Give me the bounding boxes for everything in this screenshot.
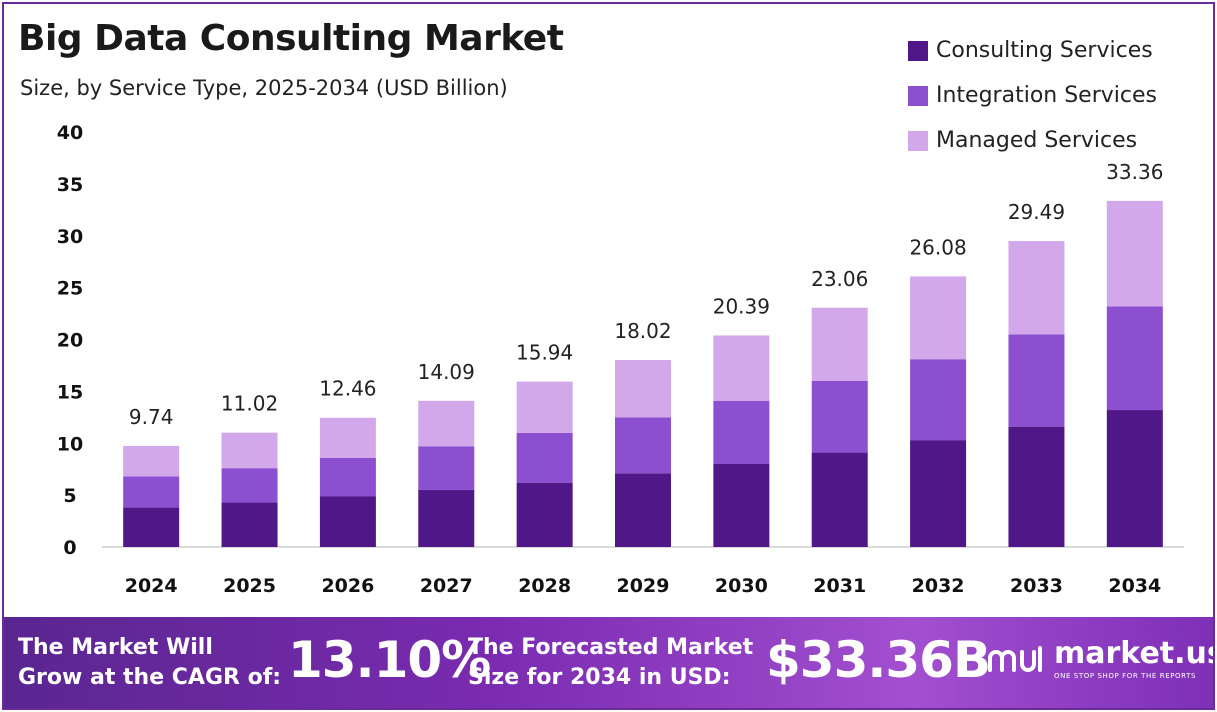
x-tick-label: 2030 — [715, 575, 768, 597]
x-tick-label: 2032 — [912, 575, 965, 597]
cagr-value: 13.10% — [288, 631, 491, 689]
bar-total-label: 29.49 — [1008, 200, 1065, 224]
brand-logo[interactable]: market.us ONE STOP SHOP FOR THE REPORTS — [986, 636, 1215, 680]
chart-title: Big Data Consulting Market — [18, 18, 564, 59]
bar-total-label: 9.74 — [129, 405, 174, 429]
cagr-caption-line1: The Market Will — [18, 635, 213, 660]
bar-segment-integration — [1106, 306, 1163, 411]
brand-tagline: ONE STOP SHOP FOR THE REPORTS — [1054, 672, 1197, 680]
x-tick-label: 2029 — [617, 575, 670, 597]
bar-segment-consulting — [516, 482, 573, 547]
forecast-caption: The Forecasted Market Size for 2034 in U… — [468, 633, 753, 693]
x-tick-label: 2031 — [813, 575, 866, 597]
bar-segment-managed — [221, 432, 278, 469]
bar-segment-managed — [123, 445, 180, 477]
forecast-caption-line2: Size for 2034 in USD: — [468, 665, 731, 690]
bar-segment-consulting — [418, 489, 475, 547]
bar-segment-consulting — [1008, 426, 1065, 547]
bar-total-label: 14.09 — [418, 360, 475, 384]
stacked-bar-chart: 05101520253035409.74202411.02202512.4620… — [57, 122, 1184, 597]
legend-item-managed: Managed Services — [908, 118, 1157, 163]
legend-swatch-consulting — [908, 40, 928, 61]
bar-segment-integration — [910, 359, 967, 441]
bar-segment-managed — [1106, 200, 1163, 307]
bar-segment-integration — [221, 468, 278, 503]
bar-segment-integration — [615, 417, 671, 474]
forecast-value: $33.36B — [766, 631, 991, 689]
bar-segment-managed — [615, 360, 671, 418]
bar-segment-integration — [319, 457, 376, 497]
x-tick-label: 2024 — [125, 575, 178, 597]
y-tick-label: 25 — [57, 278, 83, 300]
bar-segment-integration — [123, 476, 180, 508]
bar-segment-managed — [910, 276, 967, 360]
bar-segment-consulting — [615, 473, 671, 547]
bar-segment-managed — [1008, 241, 1065, 335]
bar-segment-integration — [418, 446, 475, 490]
bar-segment-consulting — [319, 496, 376, 547]
x-tick-label: 2025 — [223, 575, 276, 597]
bar-segment-consulting — [1106, 410, 1163, 547]
legend-item-integration: Integration Services — [908, 73, 1157, 118]
bar-segment-managed — [811, 307, 868, 381]
bar-segment-managed — [319, 417, 376, 458]
bar-total-label: 11.02 — [221, 392, 278, 416]
bar-segment-consulting — [811, 452, 868, 547]
legend-label-consulting: Consulting Services — [936, 38, 1153, 63]
bar-segment-integration — [1008, 334, 1065, 427]
x-tick-label: 2034 — [1108, 575, 1161, 597]
bar-segment-managed — [516, 381, 573, 433]
bar-segment-consulting — [910, 440, 967, 547]
bar-segment-integration — [811, 381, 868, 453]
bar-segment-consulting — [221, 502, 278, 547]
market-us-logo-icon — [988, 645, 1042, 672]
chart-subtitle: Size, by Service Type, 2025-2034 (USD Bi… — [20, 76, 508, 100]
y-tick-label: 30 — [57, 226, 83, 248]
x-tick-label: 2027 — [420, 575, 473, 597]
bar-total-label: 26.08 — [909, 235, 966, 259]
forecast-caption-line1: The Forecasted Market — [468, 635, 754, 660]
legend-label-integration: Integration Services — [936, 83, 1157, 108]
bar-total-label: 23.06 — [811, 267, 868, 291]
bar-segment-managed — [713, 335, 770, 401]
bar-total-label: 15.94 — [516, 341, 573, 365]
bar-segment-consulting — [713, 464, 770, 547]
bar-segment-managed — [418, 400, 475, 447]
legend-swatch-integration — [908, 85, 928, 106]
y-tick-label: 0 — [63, 537, 76, 559]
bar-total-label: 18.02 — [614, 319, 671, 343]
bar-segment-consulting — [123, 507, 180, 547]
legend-item-consulting: Consulting Services — [908, 28, 1157, 73]
summary-banner: The Market Will Grow at the CAGR of: 13.… — [4, 617, 1215, 708]
y-tick-label: 20 — [57, 330, 83, 352]
legend-label-managed: Managed Services — [936, 128, 1138, 153]
x-tick-label: 2028 — [518, 575, 571, 597]
cagr-caption-line2: Grow at the CAGR of: — [18, 665, 282, 690]
y-tick-label: 15 — [57, 381, 83, 403]
y-tick-label: 5 — [63, 485, 76, 507]
y-tick-label: 40 — [57, 122, 83, 144]
y-tick-label: 10 — [57, 433, 83, 455]
legend: Consulting Services Integration Services… — [908, 28, 1157, 163]
cagr-caption: The Market Will Grow at the CAGR of: — [18, 633, 281, 693]
bar-total-label: 33.36 — [1106, 160, 1163, 184]
legend-swatch-managed — [908, 130, 928, 151]
y-tick-label: 35 — [57, 174, 83, 196]
bar-segment-integration — [713, 400, 770, 464]
brand-name: market.us — [1054, 636, 1215, 671]
bar-segment-integration — [516, 432, 573, 483]
bar-total-label: 12.46 — [319, 377, 376, 401]
bar-total-label: 20.39 — [713, 294, 770, 318]
x-tick-label: 2026 — [321, 575, 374, 597]
x-tick-label: 2033 — [1010, 575, 1063, 597]
